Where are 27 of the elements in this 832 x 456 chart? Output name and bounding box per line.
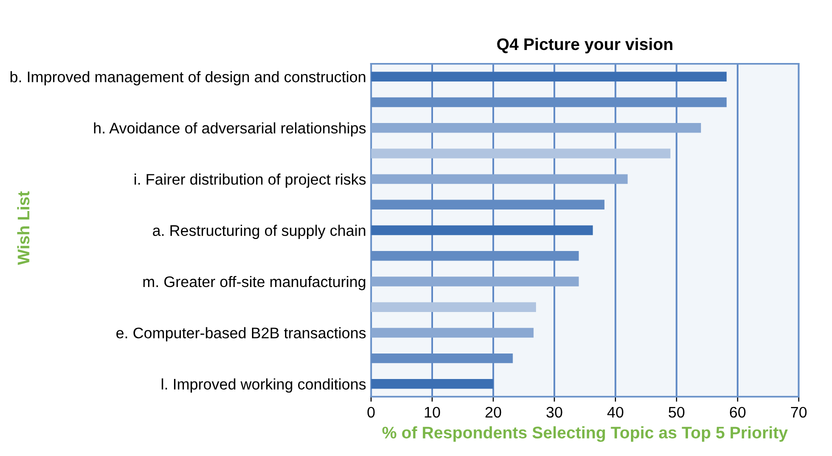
y-tick-label: a. Restructuring of supply chain: [152, 224, 366, 239]
y-tick-label: i. Fairer distribution of project risks: [134, 174, 366, 188]
x-tick-label: 10: [424, 406, 440, 418]
bar: [371, 302, 536, 312]
y-axis-title: Wish List: [17, 191, 30, 265]
bar: [371, 174, 628, 184]
x-tick-label: 40: [607, 406, 624, 418]
bar: [371, 122, 701, 133]
y-tick-label: b. Improved management of design and construction: [10, 71, 366, 86]
bar: [371, 225, 593, 236]
x-tick-label: 30: [546, 406, 562, 418]
x-axis-title: % of Respondents Selecting Topic as Top 5 Priority: [382, 426, 788, 442]
y-tick-label: h. Avoidance of adversarial relationships: [94, 122, 366, 137]
bar: [371, 379, 494, 389]
chart-title: Q4 Picture your vision: [497, 38, 672, 54]
y-tick-label: e. Computer-based B2B transactions: [116, 327, 366, 342]
y-tick-label: l. Improved working conditions: [162, 378, 366, 393]
bar: [371, 328, 534, 338]
x-tick-label: 50: [668, 406, 684, 418]
x-tick-label: 60: [730, 406, 746, 418]
bar: [371, 276, 579, 286]
x-tick-label: 70: [791, 406, 807, 418]
y-tick-label: m. Greater off-site manufacturing: [143, 276, 366, 290]
bar: [371, 148, 670, 158]
x-tick-label: 0: [367, 406, 375, 418]
x-tick-label: 20: [486, 406, 502, 418]
bar: [371, 72, 727, 82]
